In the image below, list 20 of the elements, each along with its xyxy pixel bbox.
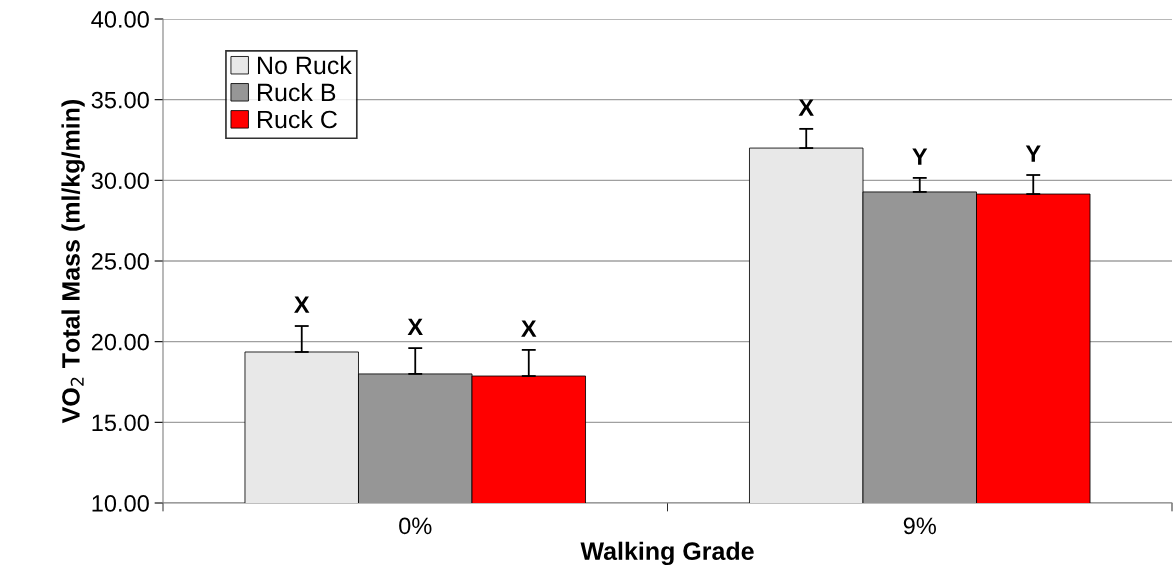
y-tick-label: 20.00 — [91, 333, 149, 351]
y-tick-label: 40.00 — [91, 11, 149, 28]
y-tick-label: 25.00 — [91, 253, 149, 270]
annotation: X — [798, 99, 814, 116]
legend-label: Ruck C — [258, 109, 337, 129]
x-axis-title: Walking Grade — [580, 541, 754, 566]
annotation: X — [521, 320, 537, 337]
x-tick-label: 0% — [399, 517, 432, 535]
legend-label: No Ruck — [258, 55, 352, 75]
y-tick-label: 35.00 — [91, 91, 149, 109]
y-tick-label: 10.00 — [92, 495, 149, 512]
x-tick-label: 9% — [903, 517, 936, 535]
y-tick-label: 30.00 — [91, 172, 149, 190]
y-axis-title: VO$_{2}$ Total Mass (ml/kg/min) — [61, 100, 85, 424]
annotation: X — [407, 318, 423, 335]
legend-label: Ruck B — [258, 82, 336, 102]
annotation: Y — [912, 148, 928, 165]
y-tick-label: 15.00 — [92, 414, 149, 432]
annotation: X — [294, 296, 310, 313]
annotation: Y — [1025, 145, 1041, 162]
